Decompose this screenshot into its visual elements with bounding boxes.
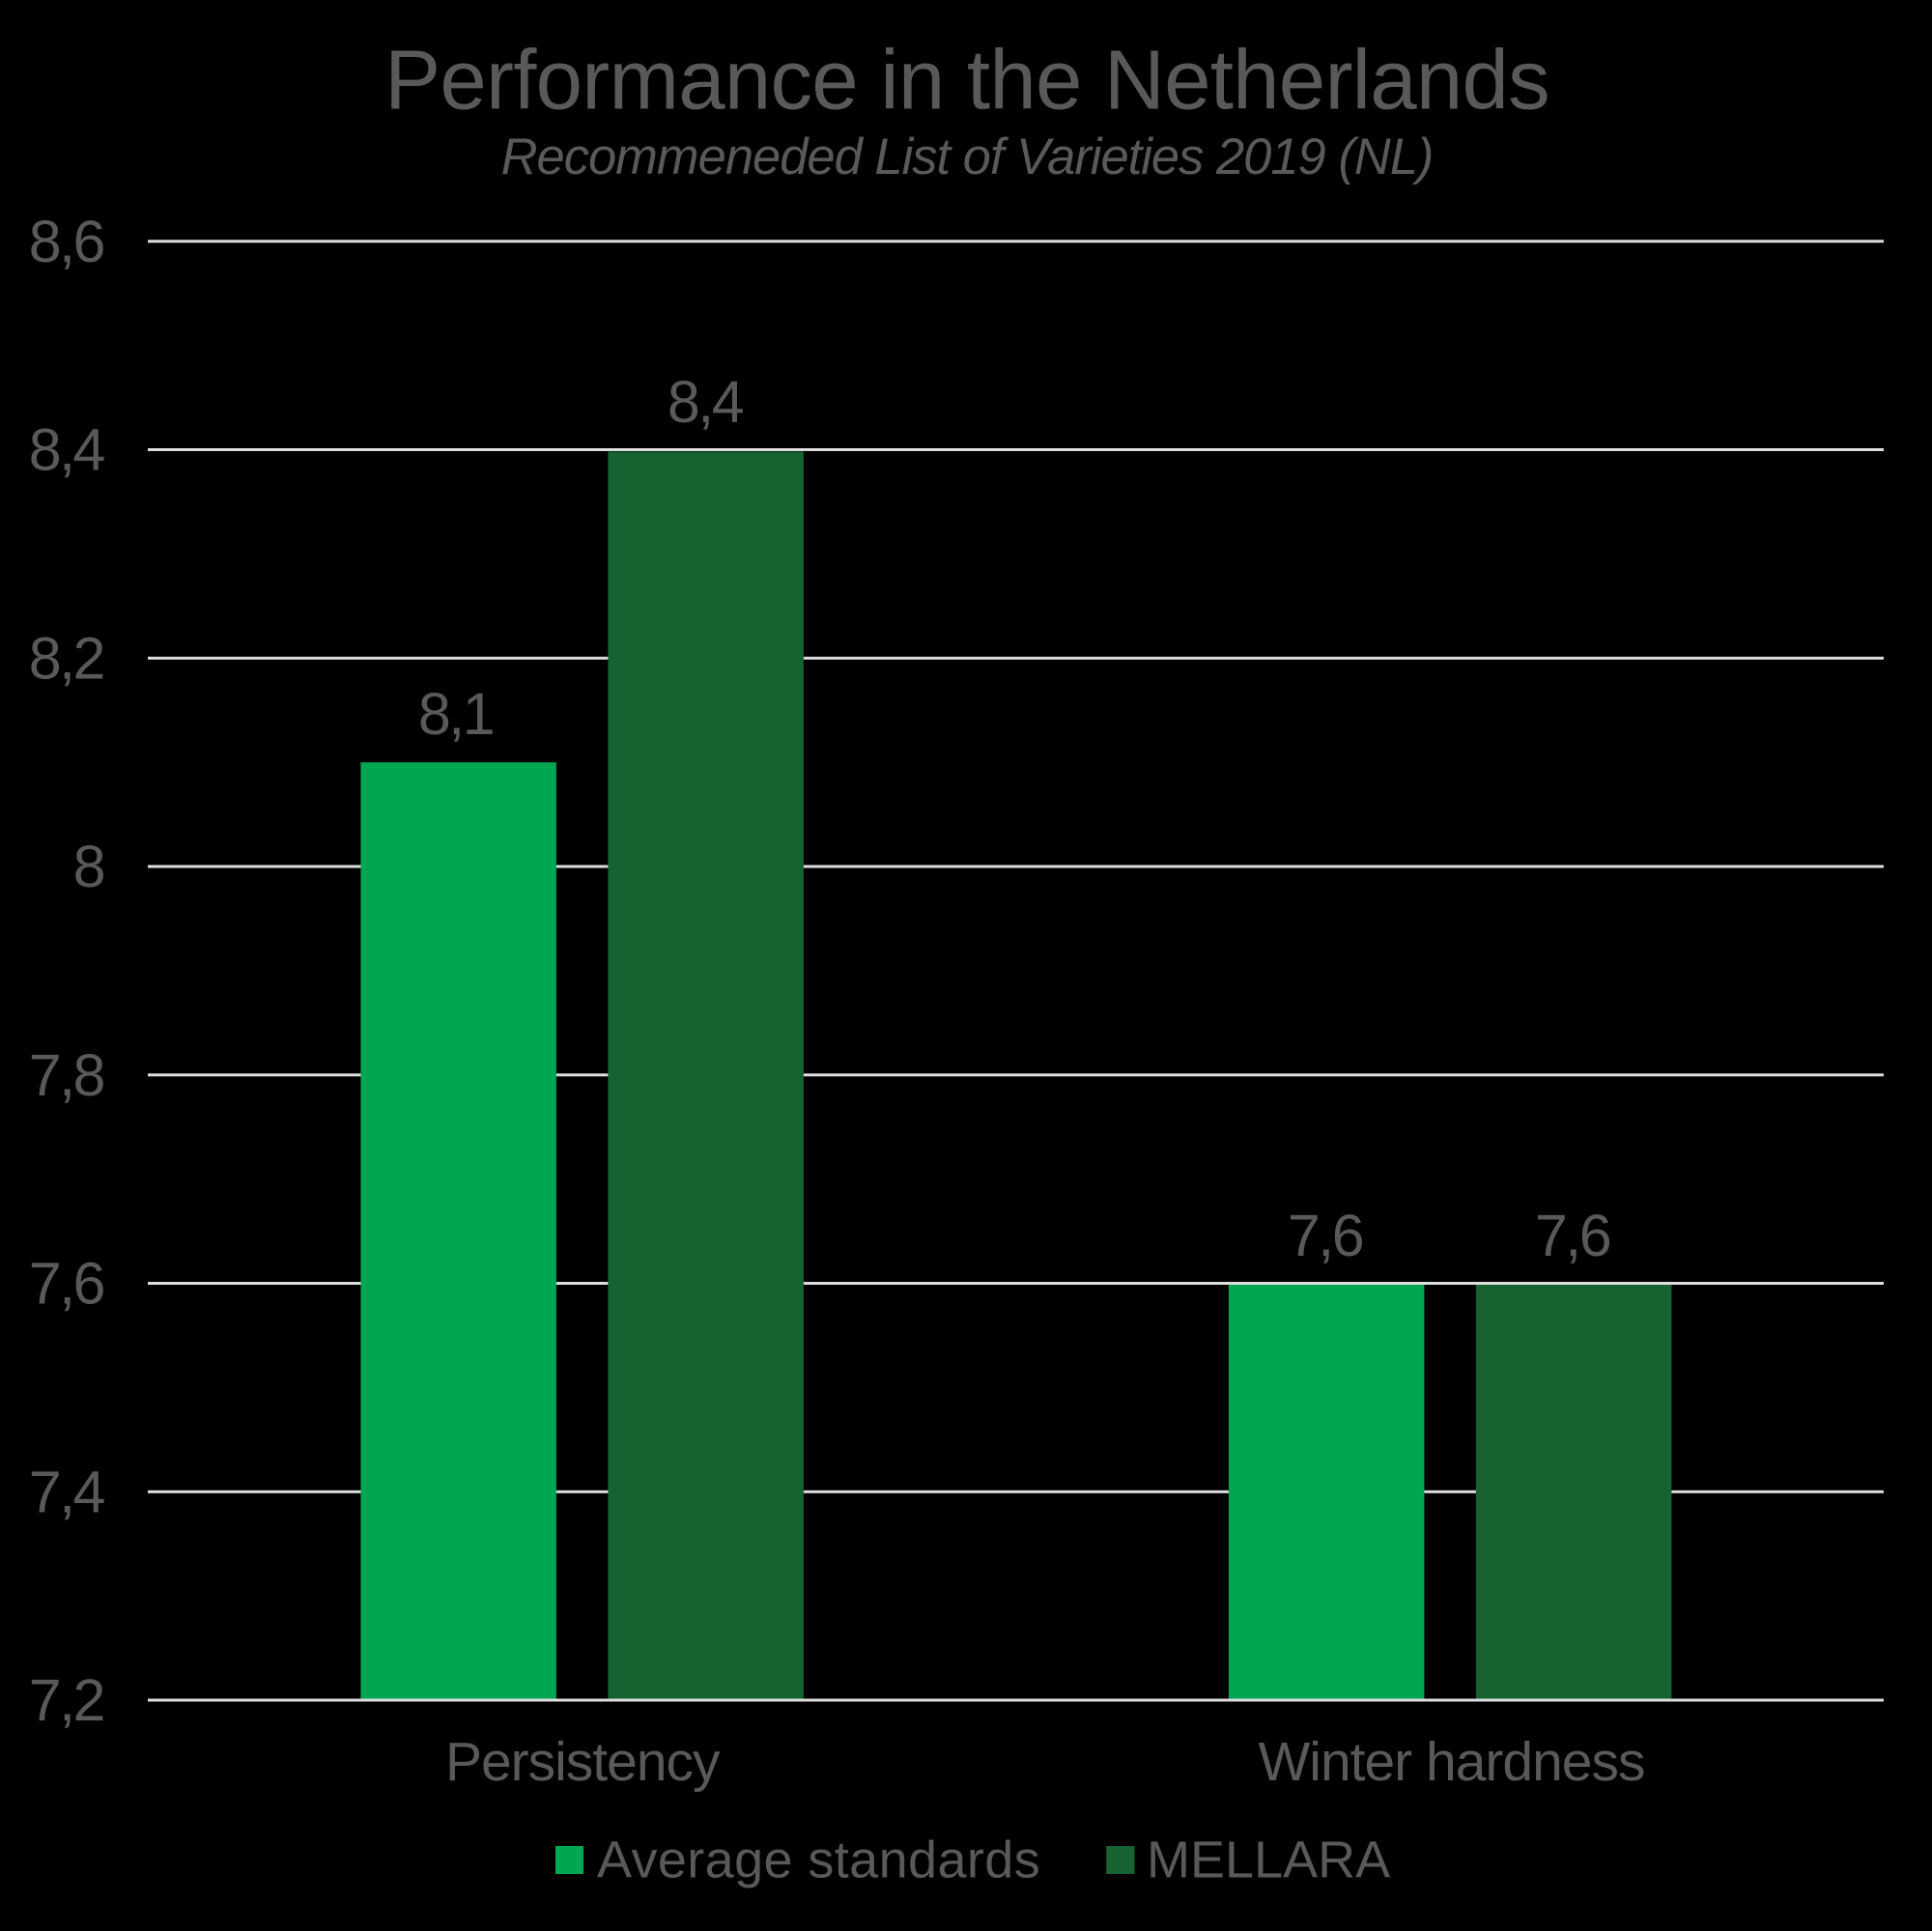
- svg-text:8,2: 8,2: [29, 625, 103, 691]
- svg-text:Performance in the Netherlands: Performance in the Netherlands: [384, 34, 1549, 128]
- svg-text:7,2: 7,2: [29, 1667, 103, 1733]
- svg-text:8,4: 8,4: [668, 369, 744, 435]
- svg-text:7,6: 7,6: [1535, 1203, 1610, 1268]
- svg-text:Average standards: Average standards: [597, 1832, 1040, 1889]
- svg-text:8: 8: [73, 834, 104, 899]
- svg-text:7,6: 7,6: [1288, 1203, 1363, 1268]
- svg-text:8,6: 8,6: [29, 209, 104, 274]
- svg-text:8,4: 8,4: [29, 417, 105, 483]
- svg-text:Winter hardness: Winter hardness: [1258, 1731, 1644, 1793]
- svg-text:MELLARA: MELLARA: [1147, 1832, 1390, 1889]
- svg-text:8,1: 8,1: [418, 681, 493, 747]
- svg-text:7,6: 7,6: [29, 1251, 104, 1317]
- svg-text:7,8: 7,8: [29, 1042, 104, 1108]
- svg-text:Persistency: Persistency: [445, 1731, 721, 1793]
- svg-text:Recommeneded List of Varieties: Recommeneded List of Varieties 2019 (NL): [501, 128, 1434, 185]
- svg-text:7,4: 7,4: [29, 1459, 105, 1524]
